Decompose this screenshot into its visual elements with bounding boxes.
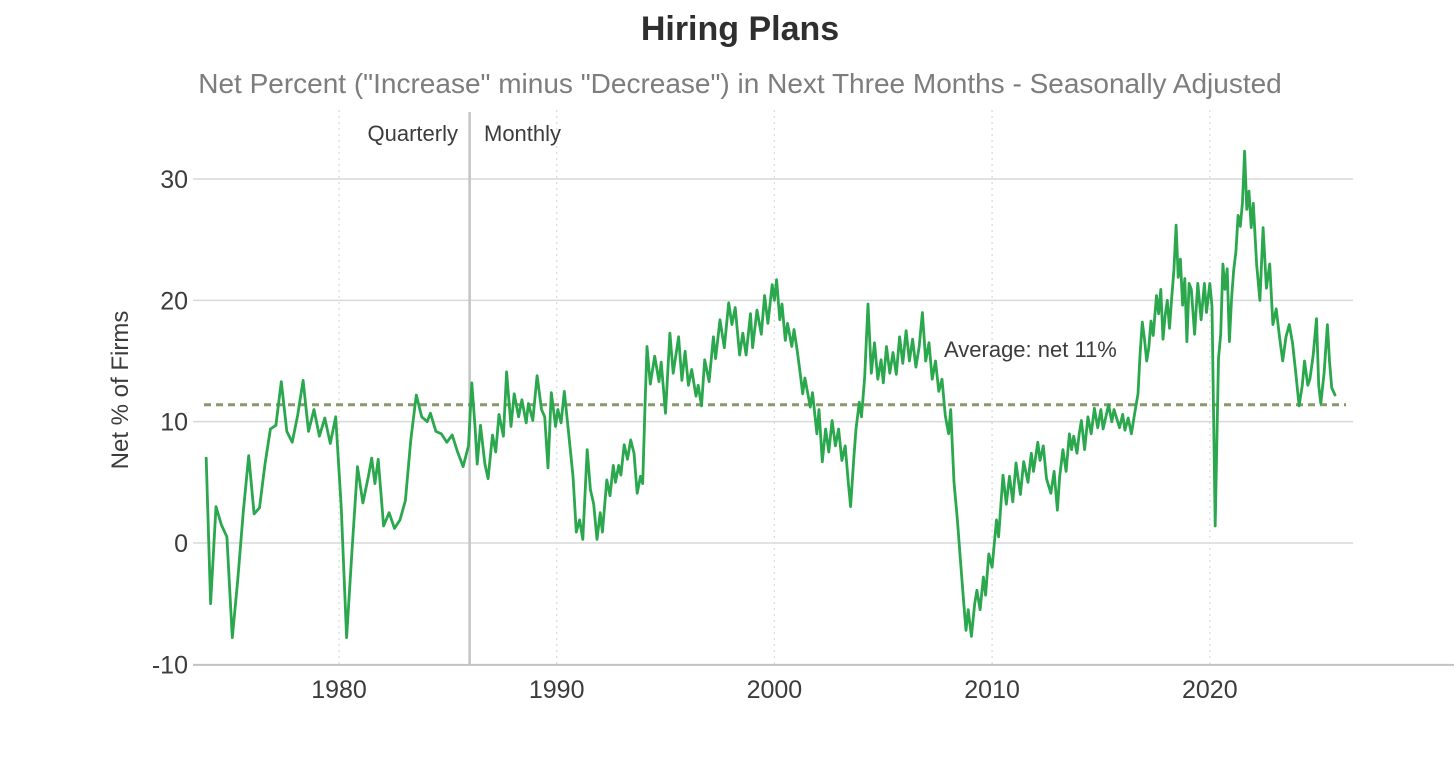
y-axis-title: Net % of Firms (107, 311, 134, 470)
x-tick-label: 1980 (311, 676, 367, 704)
x-tick-label: 1990 (529, 676, 585, 704)
chart-subtitle: Net Percent ("Increase" minus "Decrease"… (198, 68, 1282, 99)
decade-gridlines (338, 110, 1211, 664)
y-tick-label: 30 (160, 166, 188, 194)
x-tick-label: 2010 (964, 676, 1020, 704)
series-line (204, 149, 1337, 639)
y-tick-label: 20 (160, 287, 188, 315)
x-tick-label: 2000 (747, 676, 803, 704)
x-axis-tick-labels: 1980 1990 2000 2010 2020 (311, 676, 1237, 704)
quarterly-label: Quarterly (368, 121, 458, 146)
average-annotation: Average: net 11% (944, 337, 1117, 362)
line-series (204, 149, 1337, 639)
monthly-label: Monthly (484, 121, 561, 146)
y-tick-label: 0 (174, 530, 188, 558)
chart-title: Hiring Plans (641, 10, 839, 48)
y-axis-tick-labels: 30 20 10 0 -10 (152, 166, 188, 679)
y-tick-label: 10 (160, 409, 188, 437)
x-tick-label: 2020 (1182, 676, 1238, 704)
y-tick-label: -10 (152, 651, 188, 679)
